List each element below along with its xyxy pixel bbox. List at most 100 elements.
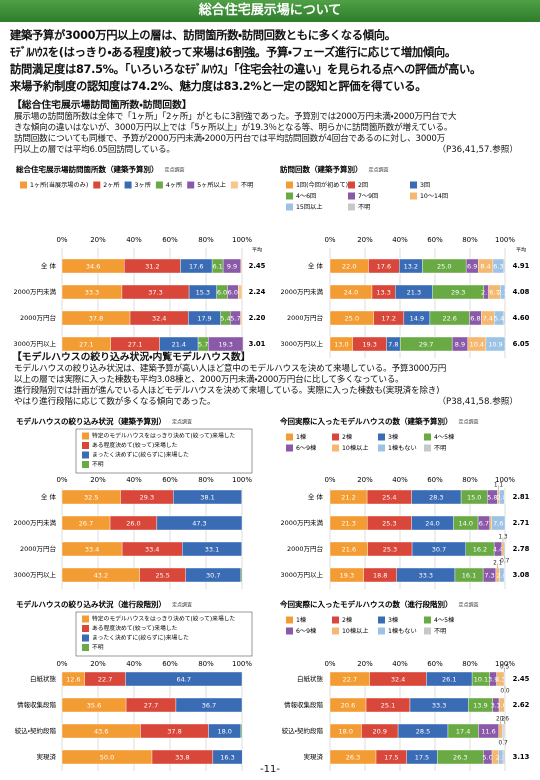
bar-segment	[238, 284, 243, 300]
reference: （P36,41,57.参照）	[437, 145, 518, 155]
value-label: 18.0	[339, 728, 353, 736]
paragraph-line: 進行段階別では計画が進んでいる人ほどモデルハウスを決めて来場している。実際に入っ…	[14, 386, 440, 396]
legend-swatch	[286, 433, 293, 441]
chart-subtitle: 定点調査	[459, 602, 479, 609]
value-label: 4.3	[495, 676, 505, 684]
legend-swatch	[155, 181, 163, 189]
legend-swatch	[82, 625, 89, 632]
category-label: 全 体	[41, 492, 57, 501]
value-label: 5.4	[220, 315, 230, 323]
legend-box	[75, 611, 253, 657]
legend-label: 4〜5棟	[434, 433, 455, 441]
value-label: 37.3	[148, 289, 162, 297]
bar-segment	[125, 671, 243, 687]
chart-subtitle: 定点調査	[172, 419, 192, 426]
bar-segment	[500, 284, 506, 300]
legend-swatch	[286, 181, 293, 189]
value-label: 33.3	[419, 572, 433, 580]
value-label: 27.1	[79, 341, 93, 349]
value-label: 25.0	[345, 315, 359, 323]
legend-label: 2棟	[342, 433, 353, 441]
value-label: 2.7	[481, 289, 491, 297]
average-value: 4.08	[513, 288, 530, 296]
value-label: 13.3	[376, 289, 390, 297]
x-tick-label: 80%	[462, 236, 478, 244]
legend-label: ある程度決めて(絞って)来場した	[92, 441, 178, 449]
legend-swatch	[187, 181, 195, 189]
value-label: 17.9	[197, 315, 211, 323]
category-label: 全 体	[308, 261, 324, 270]
legend-swatch	[20, 181, 27, 189]
x-tick-label: 20%	[357, 236, 373, 244]
value-label: 27.1	[128, 341, 142, 349]
value-label: 14.9	[410, 315, 424, 323]
value-label: 32.4	[391, 676, 405, 684]
legend-swatch	[348, 203, 355, 211]
legend-swatch	[82, 451, 89, 459]
value-label-outside: 0.7	[499, 741, 509, 747]
category-label: 実現済	[304, 752, 324, 761]
legend-swatch	[378, 444, 385, 452]
category-label: 3000万円以上	[280, 339, 323, 348]
value-label: 8.4	[480, 263, 490, 271]
value-label-outside: 0.5	[500, 665, 510, 671]
value-label: 9.9	[227, 263, 237, 271]
value-label: 22.7	[98, 676, 112, 684]
value-label: 26.0	[126, 520, 140, 528]
paragraph-line: やはり進行段階に応じて数が多くなる傾向であった。	[14, 397, 216, 407]
value-label: 38.1	[200, 494, 214, 502]
value-label: 25.1	[381, 702, 395, 710]
x-tick-label: 0%	[324, 660, 335, 668]
value-label: 20.9	[373, 728, 387, 736]
value-label: 29.7	[419, 341, 433, 349]
value-label: 13.9	[473, 702, 487, 710]
value-label-outside: 2.2	[496, 717, 506, 723]
legend-swatch	[410, 181, 417, 189]
legend-label: 不明	[92, 461, 104, 468]
value-label: 10.9	[488, 341, 502, 349]
value-label: 5.7	[198, 341, 208, 349]
category-label: 2000万円未満	[13, 518, 56, 527]
legend-swatch	[82, 461, 89, 468]
x-tick-label: 40%	[392, 660, 408, 668]
bar-segment	[503, 541, 506, 557]
x-tick-label: 0%	[324, 476, 335, 484]
value-label: 34.6	[86, 263, 100, 271]
x-tick-label: 40%	[126, 476, 142, 484]
value-label: 13.2	[404, 263, 418, 271]
value-label: 33.3	[85, 289, 99, 297]
x-tick-label: 80%	[198, 660, 214, 668]
legend-label: まったく決めずに(絞らずに)来場した	[92, 451, 189, 459]
value-label: 2.8	[497, 494, 507, 502]
x-tick-label: 80%	[198, 476, 214, 484]
x-tick-label: 40%	[126, 236, 142, 244]
legend-label: 3棟	[388, 433, 399, 441]
value-label: 43.6	[94, 728, 108, 736]
bar-segment	[240, 310, 243, 326]
x-tick-label: 80%	[198, 236, 214, 244]
value-label: 17.6	[189, 263, 203, 271]
summary-line: ﾓﾃﾞﾙﾊｳｽを(はっきり・ある程度)絞って来場は6割強。予算・フェーズ進行に応…	[10, 46, 456, 59]
value-label: 33.4	[145, 546, 159, 554]
value-label: 17.5	[384, 754, 398, 762]
bar-segment	[240, 723, 243, 739]
legend-label: 4ヶ所	[166, 181, 182, 189]
x-tick-label: 100%	[495, 236, 515, 244]
value-label: 30.7	[206, 572, 220, 580]
legend-swatch	[230, 181, 238, 189]
bar-segment	[503, 310, 506, 326]
value-label: 26.3	[453, 754, 467, 762]
legend-swatch	[82, 432, 89, 440]
legend-swatch	[93, 181, 101, 189]
value-label: 22.6	[442, 315, 456, 323]
chart-subtitle: 定点調査	[369, 167, 389, 174]
value-label: 26.3	[346, 754, 360, 762]
category-label: 2000万円未満	[13, 287, 56, 296]
legend-swatch	[286, 444, 293, 452]
chart-title: 総合住宅展示場訪問箇所数（建築予算別）	[15, 164, 159, 174]
legend-swatch	[82, 442, 89, 449]
value-label: 14.0	[459, 520, 473, 528]
average-value: 3.13	[513, 753, 530, 761]
value-label: 33.3	[432, 702, 446, 710]
